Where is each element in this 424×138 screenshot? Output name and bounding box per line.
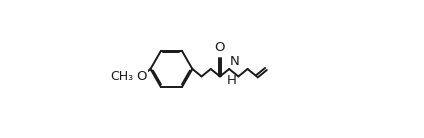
Text: CH₃: CH₃ [110,70,133,83]
Text: O: O [137,70,147,83]
Text: N: N [230,55,240,68]
Text: H: H [226,74,236,87]
Text: O: O [215,41,225,54]
